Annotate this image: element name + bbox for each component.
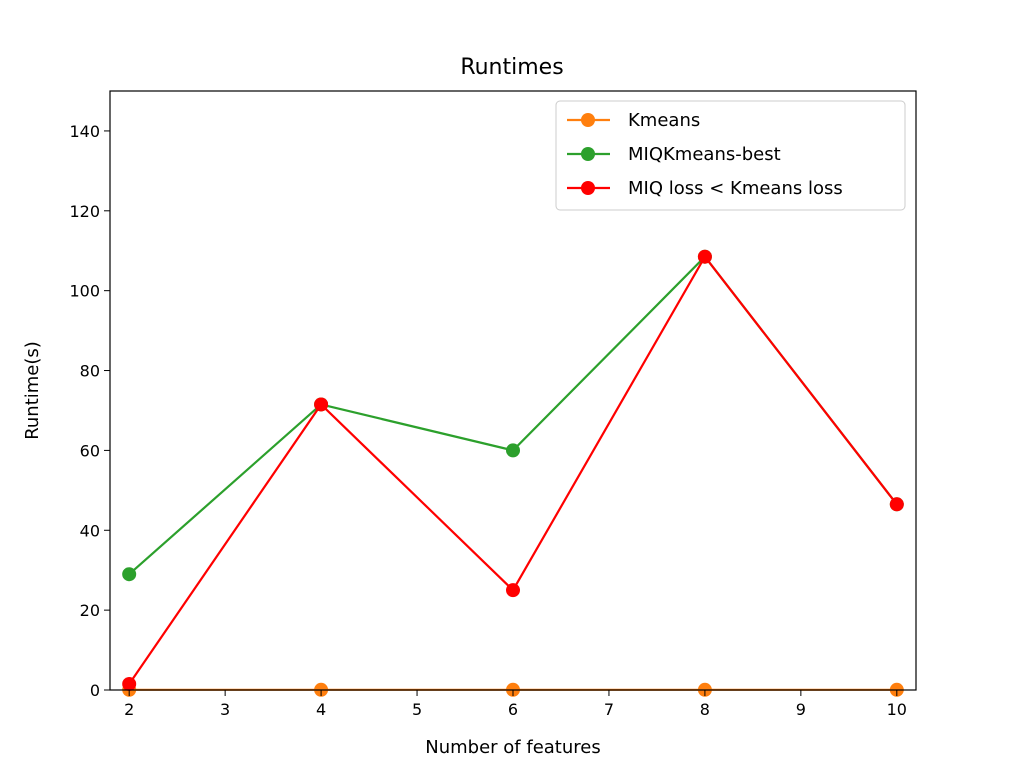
legend-box — [555, 100, 906, 211]
legend-entry-label: Kmeans — [628, 110, 700, 131]
x-axis: 2 3 4 5 6 7 8 9 10 — [124, 690, 907, 719]
legend-swatch-marker — [581, 113, 595, 127]
legend-swatch-marker — [581, 181, 595, 195]
y-axis-label: Runtime(s) — [22, 341, 43, 440]
data-point — [122, 677, 137, 692]
legend-entry-label: MIQ loss < Kmeans loss — [628, 178, 843, 199]
x-tick-label: 4 — [316, 700, 326, 719]
data-point — [314, 397, 329, 412]
series-group — [122, 249, 904, 692]
legend: Kmeans MIQKmeans-best MIQ loss < Kmeans lo… — [555, 100, 906, 211]
legend-swatch-marker — [581, 147, 595, 161]
x-tick-label: 8 — [700, 700, 710, 719]
x-tick-label: 3 — [220, 700, 230, 719]
x-tick-label: 6 — [508, 700, 518, 719]
x-tick-label: 2 — [124, 700, 134, 719]
y-tick-label: 40 — [80, 521, 100, 540]
x-tick-label: 9 — [796, 700, 806, 719]
y-tick-label: 60 — [80, 441, 100, 460]
x-tick-label: 7 — [604, 700, 614, 719]
y-tick-label: 20 — [80, 601, 100, 620]
y-tick-label: 0 — [90, 681, 100, 700]
data-point — [697, 249, 712, 264]
legend-entry-label: MIQKmeans-best — [628, 144, 781, 165]
x-tick-label: 5 — [412, 700, 422, 719]
data-point — [506, 443, 520, 458]
data-point — [889, 497, 904, 512]
x-tick-label: 10 — [887, 700, 907, 719]
y-tick-label: 80 — [80, 362, 100, 381]
data-point — [122, 567, 137, 582]
y-tick-label: 100 — [69, 282, 100, 301]
chart-title: Runtimes — [460, 55, 563, 80]
y-tick-label: 120 — [69, 202, 100, 221]
x-axis-label: Number of features — [425, 737, 600, 758]
data-point — [506, 583, 520, 598]
y-axis: 0 20 40 60 80 100 120 140 — [69, 122, 110, 700]
y-tick-label: 140 — [69, 122, 100, 141]
